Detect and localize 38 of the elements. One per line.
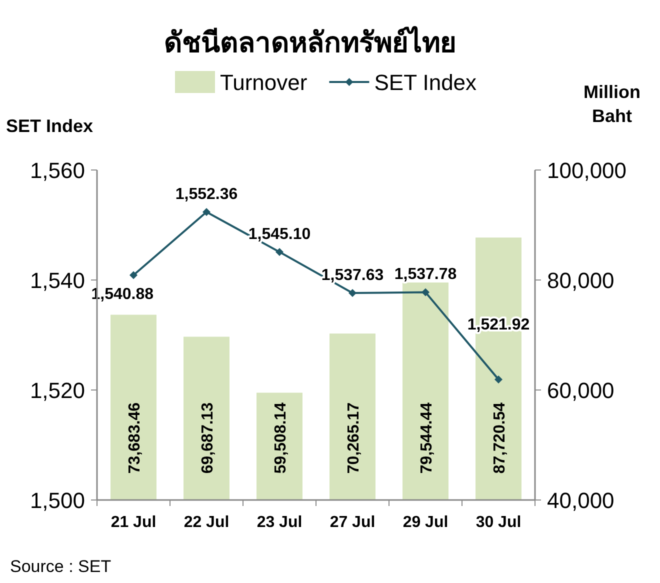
data-label: 70,265.17 [346, 402, 362, 474]
y-tick-label: 1,560 [30, 158, 85, 183]
data-label: 1,552.36 [175, 186, 238, 204]
x-tick-label: 23 Jul [256, 514, 302, 531]
data-label: 1,521.92 [467, 316, 530, 334]
y2-tick-label: 80,000 [547, 268, 614, 293]
y2-tick-label: 100,000 [547, 158, 627, 183]
data-label: 1,545.10 [248, 226, 311, 243]
y-tick-label: 1,500 [30, 488, 85, 513]
data-label: 87,720.54 [492, 402, 508, 474]
legend-label: SET Index [374, 70, 477, 95]
point [130, 271, 138, 280]
x-tick-label: 21 Jul [110, 514, 156, 531]
point [494, 375, 502, 384]
point [348, 289, 356, 298]
data-label: 73,683.46 [126, 402, 144, 474]
source-note: Source : SET [10, 557, 112, 576]
point [422, 288, 430, 296]
data-label: 69,687.13 [200, 402, 216, 474]
y2-tick-label: 40,000 [547, 488, 614, 513]
data-label: 1,537.78 [394, 266, 457, 284]
point [276, 248, 284, 256]
y-axis-title: SET Index [6, 116, 94, 136]
data-label: 1,537.63 [321, 267, 384, 284]
x-tick-label: 29 Jul [402, 514, 448, 531]
data-label: 1,540.88 [91, 286, 154, 304]
x-tick-label: 30 Jul [476, 514, 522, 531]
legend-label: Turnover [220, 70, 308, 95]
x-tick-label: 27 Jul [330, 514, 376, 531]
data-label: 79,544.44 [418, 402, 436, 474]
point [202, 208, 210, 216]
data-label: 59,508.14 [272, 402, 290, 474]
y-tick-label: 1,520 [30, 378, 85, 403]
y-tick-label: 1,540 [30, 268, 85, 293]
x-tick-label: 22 Jul [184, 514, 230, 531]
y2-axis-title: Million Baht [584, 82, 640, 126]
y2-tick-label: 60,000 [547, 378, 614, 403]
chart-title: ดัชนีตลาดหลักทรัพย์ไทย [164, 26, 456, 59]
